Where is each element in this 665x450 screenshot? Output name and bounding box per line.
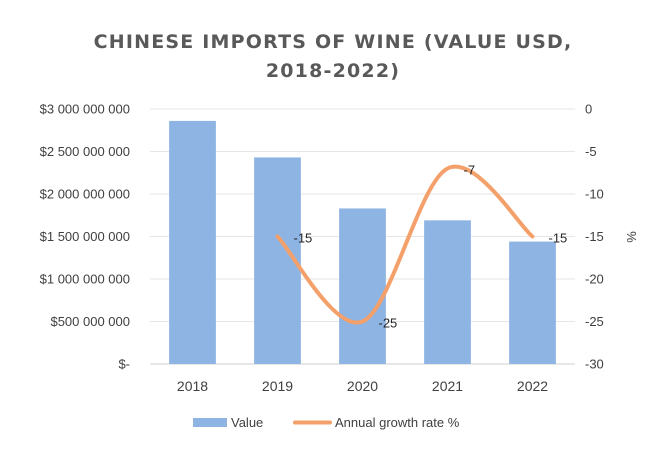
line-data-label: -15 <box>294 231 313 246</box>
bar <box>169 120 216 365</box>
left-tick-label: $3 000 000 000 <box>40 102 130 117</box>
right-tick-label: 0 <box>585 102 592 117</box>
left-tick-label: $2 000 000 000 <box>40 187 130 202</box>
left-tick-label: $- <box>118 357 130 372</box>
x-tick-label: 2021 <box>432 378 463 394</box>
line-data-label: -25 <box>379 316 398 331</box>
right-axis-ticks: -30 -25 -20 -15 -10 -5 0 <box>585 102 604 372</box>
line-data-labels: -15 -25 -7 -15 <box>294 163 568 331</box>
legend: Value Annual growth rate % <box>193 415 460 430</box>
bar <box>339 208 386 364</box>
x-tick-label: 2019 <box>262 378 293 394</box>
bar <box>509 241 556 364</box>
right-tick-label: -10 <box>585 187 604 202</box>
line-data-label: -15 <box>549 231 568 246</box>
left-tick-label: $500 000 000 <box>50 314 130 329</box>
line-data-label: -7 <box>464 163 476 178</box>
right-tick-label: -25 <box>585 314 604 329</box>
line-series <box>275 164 535 325</box>
right-tick-label: -15 <box>585 229 604 244</box>
x-tick-label: 2020 <box>347 378 378 394</box>
legend-label-value: Value <box>231 415 263 430</box>
legend-label-growth: Annual growth rate % <box>335 415 460 430</box>
x-axis-ticks: 2018 2019 2020 2021 2022 <box>177 378 548 394</box>
x-tick-label: 2018 <box>177 378 208 394</box>
chart-title-line-1: CHINESE IMPORTS OF WINE (VALUE USD, <box>94 31 573 53</box>
right-axis-label: % <box>624 231 639 243</box>
left-tick-label: $1 500 000 000 <box>40 229 130 244</box>
left-tick-label: $1 000 000 000 <box>40 272 130 287</box>
x-tick-label: 2022 <box>517 378 548 394</box>
left-tick-label: $2 500 000 000 <box>40 144 130 159</box>
right-tick-label: -5 <box>585 144 597 159</box>
bar-series <box>169 120 556 365</box>
left-axis-ticks: $- $500 000 000 $1 000 000 000 $1 500 000 0… <box>40 102 130 372</box>
right-tick-label: -30 <box>585 357 604 372</box>
legend-swatch-value <box>193 418 227 427</box>
bar <box>424 220 471 364</box>
growth-rate-line <box>275 164 535 325</box>
chart-title-line-2: 2018-2022) <box>266 60 400 82</box>
right-tick-label: -20 <box>585 272 604 287</box>
